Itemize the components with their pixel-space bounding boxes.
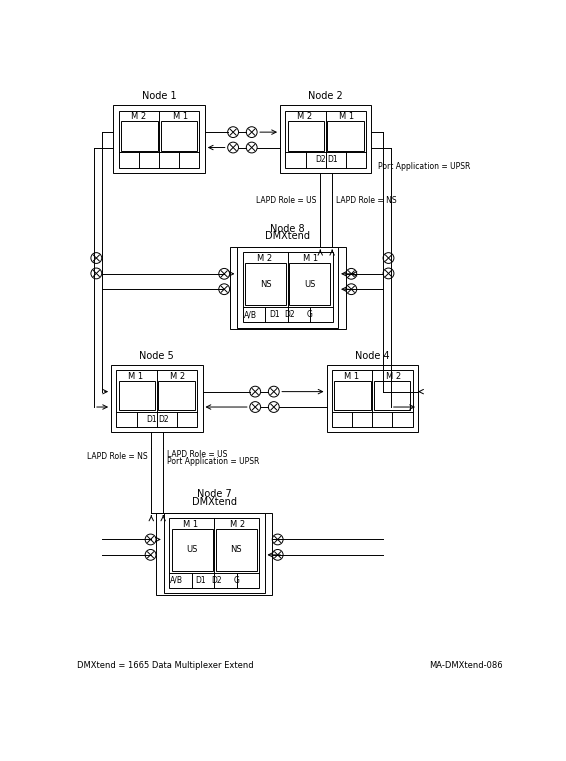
Text: D1: D1 — [327, 155, 337, 164]
Text: M 2: M 2 — [230, 520, 245, 529]
Text: NS: NS — [260, 280, 272, 288]
Bar — [171, 529, 213, 571]
Text: Node 7: Node 7 — [197, 489, 231, 499]
Text: M 1: M 1 — [339, 112, 354, 121]
Text: D2: D2 — [285, 310, 295, 319]
Bar — [216, 529, 257, 571]
Bar — [169, 518, 259, 588]
Bar — [332, 370, 413, 427]
Bar — [243, 252, 333, 323]
Text: US: US — [186, 546, 198, 554]
Bar — [161, 121, 197, 151]
Text: M 1: M 1 — [173, 112, 188, 121]
Text: D2: D2 — [211, 576, 221, 584]
Bar — [327, 365, 418, 432]
Text: LAPD Role = US: LAPD Role = US — [256, 196, 316, 205]
Text: M 2: M 2 — [257, 254, 272, 263]
Text: D1: D1 — [146, 415, 157, 424]
Bar — [237, 247, 338, 328]
Bar — [280, 105, 371, 173]
Text: M 1: M 1 — [303, 254, 319, 263]
Bar — [335, 380, 371, 410]
Text: G: G — [233, 576, 239, 584]
Text: M 2: M 2 — [385, 371, 401, 380]
Text: Node 2: Node 2 — [308, 91, 343, 101]
Bar — [245, 263, 286, 305]
Bar — [113, 105, 205, 173]
Bar — [119, 110, 199, 167]
Text: NS: NS — [230, 546, 242, 554]
Text: Node 1: Node 1 — [142, 91, 177, 101]
Bar — [117, 370, 197, 427]
Text: D2: D2 — [158, 415, 169, 424]
Text: A/B: A/B — [170, 576, 183, 584]
Text: LAPD Role = US: LAPD Role = US — [167, 451, 228, 459]
Text: Node 8: Node 8 — [271, 224, 305, 234]
Text: D1: D1 — [196, 576, 207, 584]
Text: Node 4: Node 4 — [355, 351, 389, 361]
Bar — [111, 365, 203, 432]
Bar — [285, 110, 366, 167]
Bar — [327, 121, 364, 151]
Bar — [374, 380, 410, 410]
Text: MA-DMXtend-086: MA-DMXtend-086 — [430, 661, 503, 670]
Text: M 1: M 1 — [183, 520, 199, 529]
Text: M 2: M 2 — [131, 112, 145, 121]
Text: D2: D2 — [315, 155, 325, 164]
Text: DMXtend: DMXtend — [265, 231, 310, 241]
Text: D1: D1 — [269, 310, 280, 319]
Bar — [164, 512, 264, 594]
Text: G: G — [307, 310, 313, 319]
Text: Node 5: Node 5 — [139, 351, 174, 361]
Text: M 1: M 1 — [344, 371, 359, 380]
Text: M 2: M 2 — [297, 112, 312, 121]
Text: Port Application = UPSR: Port Application = UPSR — [378, 162, 470, 171]
Text: M 2: M 2 — [170, 371, 186, 380]
Bar — [230, 247, 346, 330]
Bar — [119, 380, 155, 410]
Bar — [158, 380, 195, 410]
Bar — [156, 512, 272, 595]
Text: LAPD Role = NS: LAPD Role = NS — [87, 452, 147, 460]
Bar — [121, 121, 157, 151]
Text: A/B: A/B — [244, 310, 257, 319]
Text: US: US — [304, 280, 315, 288]
Text: DMXtend: DMXtend — [192, 497, 237, 507]
Bar — [289, 263, 331, 305]
Text: Port Application = UPSR: Port Application = UPSR — [167, 457, 259, 466]
Text: M 1: M 1 — [128, 371, 143, 380]
Text: LAPD Role = NS: LAPD Role = NS — [336, 196, 397, 205]
Bar — [288, 121, 324, 151]
Text: DMXtend = 1665 Data Multiplexer Extend: DMXtend = 1665 Data Multiplexer Extend — [77, 661, 254, 670]
